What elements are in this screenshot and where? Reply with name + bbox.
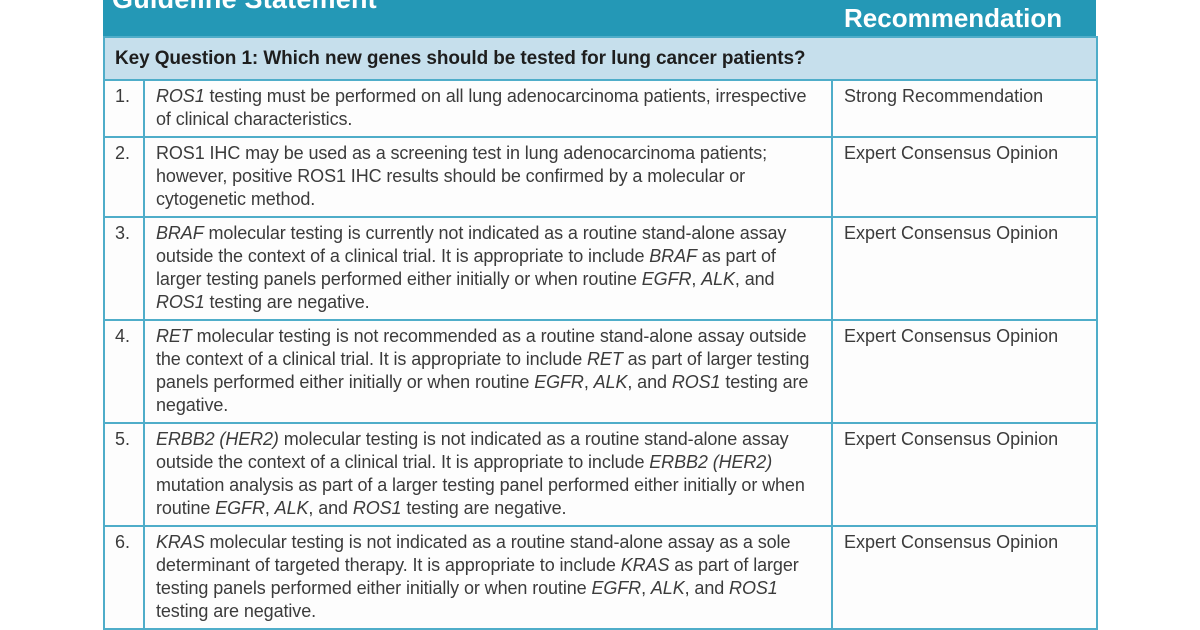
column-header-recommendation: Recommendation <box>844 3 1063 33</box>
table-row: 3. BRAF molecular testing is currently no… <box>103 216 1098 321</box>
recommendation-level: Strong Recommendation <box>831 79 1098 138</box>
recommendation-level: Expert Consensus Opinion <box>831 319 1098 424</box>
key-question-text: Key Question 1: Which new genes should b… <box>103 36 1098 81</box>
row-number: 3. <box>103 216 145 321</box>
column-header-guideline-statement: Guideline Statement <box>112 0 377 15</box>
row-number: 1. <box>103 79 145 138</box>
row-number: 2. <box>103 136 145 218</box>
guideline-table: Guideline Statement Recommendation Key Q… <box>103 0 1098 630</box>
guideline-statement-text: BRAF molecular testing is currently not … <box>143 216 833 321</box>
guideline-statement-text: KRAS molecular testing is not indicated … <box>143 525 833 630</box>
guideline-statement-text: RET molecular testing is not recommended… <box>143 319 833 424</box>
recommendation-level: Expert Consensus Opinion <box>831 422 1098 527</box>
table-header-band: Guideline Statement Recommendation <box>103 0 1096 36</box>
guideline-statement-text: ROS1 testing must be performed on all lu… <box>143 79 833 138</box>
row-number: 5. <box>103 422 145 527</box>
row-number: 4. <box>103 319 145 424</box>
guideline-statement-text: ROS1 IHC may be used as a screening test… <box>143 136 833 218</box>
table-row: 6. KRAS molecular testing is not indicate… <box>103 525 1098 630</box>
table-row: 5. ERBB2 (HER2) molecular testing is not … <box>103 422 1098 527</box>
recommendation-level: Expert Consensus Opinion <box>831 216 1098 321</box>
guideline-statements: Key Question 1: Which new genes should b… <box>103 36 1098 630</box>
table-row: 1. ROS1 testing must be performed on all … <box>103 79 1098 138</box>
recommendation-level: Expert Consensus Opinion <box>831 525 1098 630</box>
guideline-statement-text: ERBB2 (HER2) molecular testing is not in… <box>143 422 833 527</box>
key-question-row: Key Question 1: Which new genes should b… <box>103 36 1098 81</box>
table-row: 4. RET molecular testing is not recommend… <box>103 319 1098 424</box>
table-row: 2. ROS1 IHC may be used as a screening te… <box>103 136 1098 218</box>
recommendation-level: Expert Consensus Opinion <box>831 136 1098 218</box>
row-number: 6. <box>103 525 145 630</box>
